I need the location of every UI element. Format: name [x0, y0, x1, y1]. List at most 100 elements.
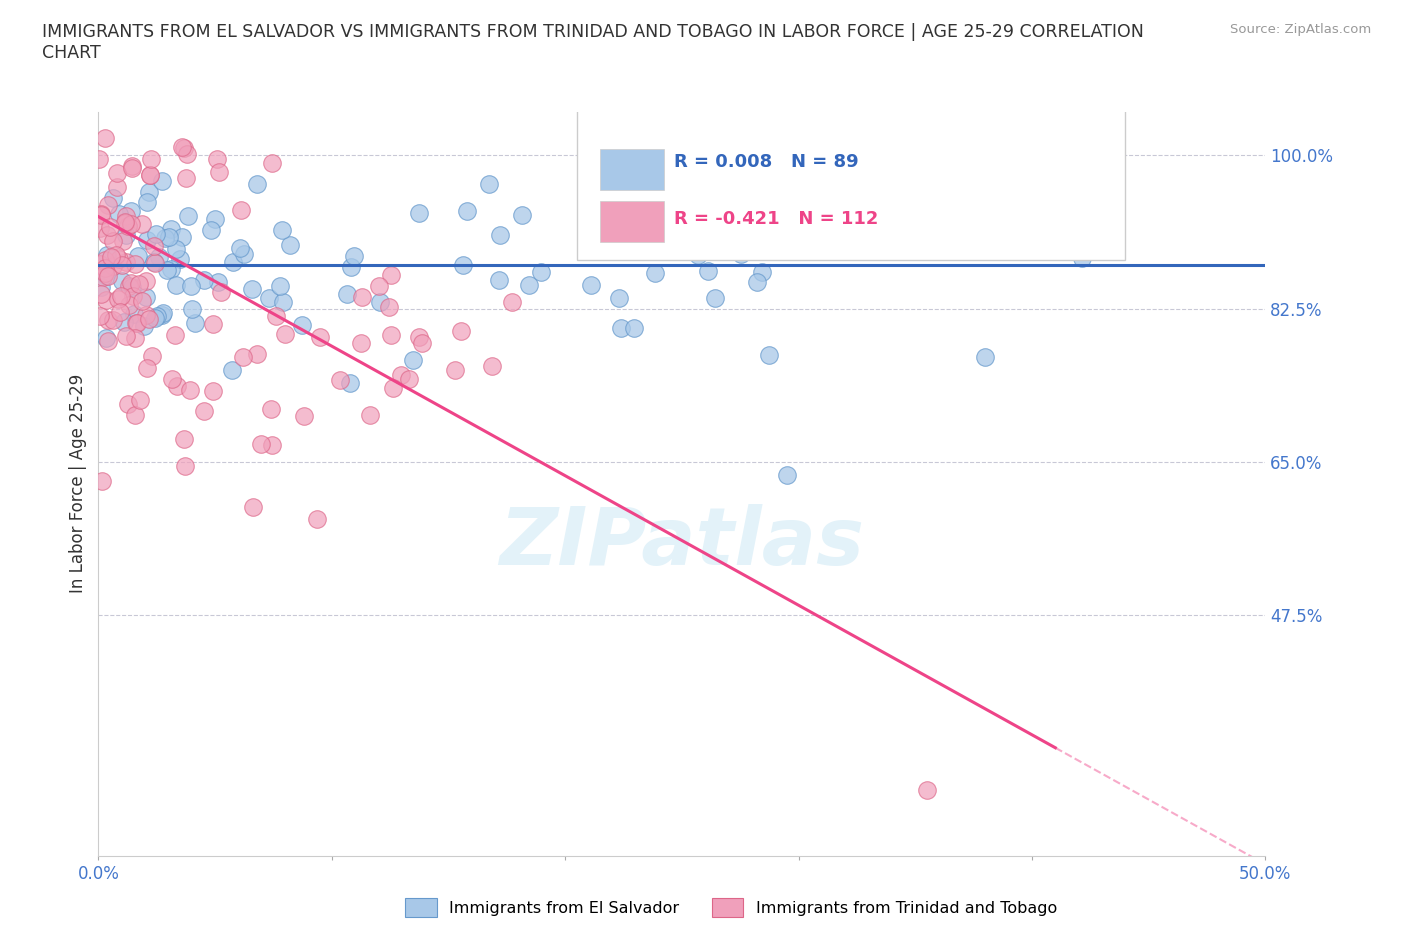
Point: [240, 282, 263, 297]
Point: [250, 436, 273, 451]
Point: [139, 167, 162, 182]
Point: [260, 437, 283, 452]
Point: [143, 311, 166, 325]
Point: [127, 248, 149, 263]
Point: [90, 286, 112, 301]
Point: [408, 329, 430, 344]
Point: [398, 371, 420, 386]
Point: [117, 219, 139, 233]
Point: [772, 225, 794, 240]
Point: [630, 180, 652, 195]
Point: [135, 289, 157, 304]
Point: [96, 312, 118, 327]
Point: [623, 321, 645, 336]
Text: R = 0.008   N = 89: R = 0.008 N = 89: [673, 153, 859, 171]
Point: [339, 375, 361, 390]
Point: [378, 299, 401, 314]
Point: [160, 222, 183, 237]
Point: [165, 278, 187, 293]
Point: [94, 130, 117, 145]
Text: Source: ZipAtlas.com: Source: ZipAtlas.com: [1230, 23, 1371, 36]
Point: [381, 381, 404, 396]
Point: [153, 231, 176, 246]
Point: [91, 270, 114, 285]
Point: [411, 336, 433, 351]
Point: [260, 402, 283, 417]
Point: [644, 265, 666, 280]
Point: [488, 272, 510, 287]
Point: [997, 227, 1019, 242]
Point: [108, 305, 131, 320]
Point: [146, 309, 169, 324]
Point: [380, 327, 402, 342]
Point: [141, 349, 163, 364]
Point: [817, 191, 839, 206]
Point: [232, 350, 254, 365]
Point: [974, 350, 997, 365]
Point: [730, 247, 752, 262]
Point: [120, 275, 142, 290]
Point: [115, 228, 138, 243]
Point: [489, 228, 512, 243]
Point: [402, 352, 425, 367]
Point: [143, 238, 166, 253]
Text: IMMIGRANTS FROM EL SALVADOR VS IMMIGRANTS FROM TRINIDAD AND TOBAGO IN LABOR FORC: IMMIGRANTS FROM EL SALVADOR VS IMMIGRANT…: [42, 23, 1144, 41]
Point: [450, 324, 472, 339]
Point: [305, 512, 328, 527]
Point: [124, 407, 146, 422]
FancyBboxPatch shape: [576, 108, 1125, 260]
Point: [444, 363, 467, 378]
Point: [138, 168, 160, 183]
Y-axis label: In Labor Force | Age 25-29: In Labor Force | Age 25-29: [69, 374, 87, 593]
Point: [359, 407, 381, 422]
Point: [173, 140, 195, 155]
Point: [89, 220, 111, 235]
Point: [124, 330, 146, 345]
Point: [125, 316, 148, 331]
Point: [108, 206, 131, 221]
Point: [150, 308, 173, 323]
Point: [112, 233, 135, 248]
Point: [108, 252, 131, 267]
Point: [207, 274, 229, 289]
Point: [269, 279, 291, 294]
Point: [135, 273, 157, 288]
Point: [172, 140, 194, 154]
Point: [180, 279, 202, 294]
Point: [751, 265, 773, 280]
Point: [89, 152, 111, 166]
Point: [165, 242, 187, 257]
Point: [686, 247, 709, 262]
Point: [204, 212, 226, 227]
Point: [176, 146, 198, 161]
Point: [121, 280, 143, 295]
Point: [273, 326, 295, 341]
Point: [94, 266, 117, 281]
Point: [122, 288, 145, 303]
Point: [737, 227, 759, 242]
Point: [179, 382, 201, 397]
Point: [150, 173, 173, 188]
Point: [529, 264, 551, 279]
Point: [264, 309, 287, 324]
Point: [208, 165, 231, 179]
Point: [128, 277, 150, 292]
Point: [114, 216, 136, 231]
Point: [139, 152, 162, 166]
Point: [89, 309, 111, 324]
Point: [138, 312, 160, 326]
Point: [120, 217, 142, 232]
Point: [209, 285, 232, 299]
Point: [193, 404, 215, 418]
Point: [510, 207, 533, 222]
Point: [97, 334, 120, 349]
Point: [122, 307, 145, 322]
Point: [121, 161, 143, 176]
Point: [136, 194, 159, 209]
Point: [915, 782, 938, 797]
Point: [112, 314, 135, 329]
Point: [155, 262, 177, 277]
Point: [340, 259, 363, 274]
Point: [111, 273, 134, 288]
Point: [160, 372, 183, 387]
